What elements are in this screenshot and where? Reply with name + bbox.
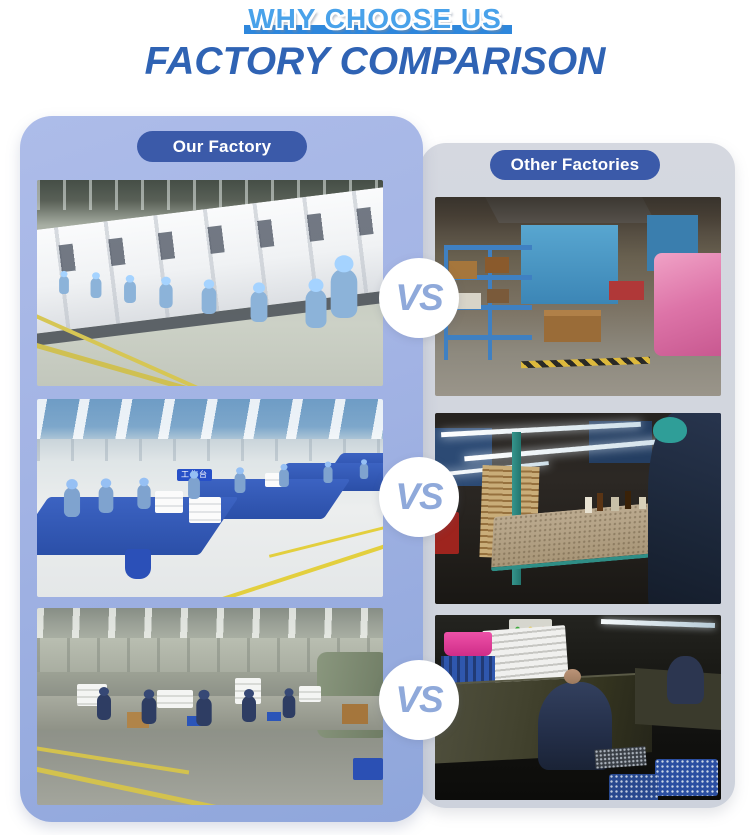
worker-figure bbox=[250, 290, 268, 322]
worker-figure bbox=[90, 277, 102, 298]
worker-figure bbox=[282, 694, 296, 718]
white-stack-shape bbox=[157, 690, 193, 708]
worker-figure bbox=[141, 696, 157, 724]
blue-wall-shape bbox=[520, 224, 619, 305]
worker-figure bbox=[188, 476, 200, 499]
ceiling-lights-shape bbox=[37, 399, 383, 439]
other-factories-badge: Other Factories bbox=[490, 150, 660, 180]
floor-line-shape bbox=[37, 743, 190, 775]
stored-box-shape bbox=[449, 261, 477, 279]
vs-label: VS bbox=[395, 277, 443, 318]
blue-bin-shape bbox=[125, 549, 151, 579]
worker-figure bbox=[97, 694, 111, 720]
stored-box-shape bbox=[487, 289, 509, 303]
fluorescent-tube-shape bbox=[600, 619, 716, 628]
worker-figure bbox=[201, 286, 217, 314]
page-title: FACTORY COMPARISON bbox=[144, 39, 606, 83]
vs-label: VS bbox=[395, 476, 443, 517]
vs-badge: VS bbox=[379, 457, 459, 537]
worker-figure bbox=[137, 484, 151, 509]
blue-bin-shape bbox=[609, 774, 659, 800]
vs-badge: VS bbox=[379, 660, 459, 740]
bottle-shape bbox=[585, 497, 592, 513]
worker-head-shape bbox=[563, 668, 581, 684]
cardboard-box-shape bbox=[342, 704, 368, 724]
blue-bin-shape bbox=[267, 712, 281, 721]
our-factory-photo-2: 工作台 bbox=[37, 399, 383, 597]
worker-figure bbox=[323, 466, 333, 483]
our-factory-badge: Our Factory bbox=[137, 131, 307, 162]
stored-box-shape bbox=[485, 257, 509, 273]
bottle-shape bbox=[639, 497, 646, 509]
white-box-shape bbox=[189, 497, 221, 523]
worker-figure bbox=[196, 697, 212, 726]
our-factory-photo-3 bbox=[37, 608, 383, 805]
other-factory-photo-1 bbox=[435, 197, 721, 396]
other-factory-photo-2 bbox=[435, 413, 721, 604]
eyebrow: WHY CHOOSE US bbox=[244, 3, 512, 35]
ceiling-lights-shape bbox=[37, 608, 383, 638]
worker-figure bbox=[279, 468, 289, 487]
hazard-strip-shape bbox=[520, 356, 650, 369]
worker-figure bbox=[330, 268, 358, 318]
vs-badge: VS bbox=[379, 258, 459, 338]
pink-tub-shape bbox=[443, 631, 493, 656]
blue-bin-shape bbox=[353, 758, 383, 780]
white-stack-shape bbox=[299, 686, 321, 702]
worker-figure bbox=[305, 289, 327, 328]
red-box-shape bbox=[609, 280, 644, 301]
white-box-shape bbox=[155, 491, 183, 513]
blue-bin-shape bbox=[655, 759, 719, 797]
bottle-shape bbox=[597, 493, 603, 511]
eyebrow-underline-bar bbox=[244, 24, 512, 34]
vs-label: VS bbox=[395, 679, 443, 720]
worker-figure bbox=[63, 487, 81, 517]
worker-figure bbox=[98, 485, 114, 513]
floor-line-shape bbox=[209, 537, 383, 597]
worker-figure bbox=[242, 696, 256, 722]
hairnet-cap-shape bbox=[652, 416, 687, 443]
header: WHY CHOOSE US FACTORY COMPARISON bbox=[0, 0, 750, 83]
worker-figure bbox=[234, 472, 246, 493]
bottle-shape bbox=[625, 491, 631, 509]
teal-post-shape bbox=[512, 432, 522, 585]
worker-figure bbox=[59, 275, 69, 294]
worker-figure bbox=[124, 280, 136, 303]
eyebrow-text: WHY CHOOSE US bbox=[248, 3, 502, 34]
worker-figure bbox=[159, 283, 173, 308]
back-wall-shape bbox=[37, 439, 383, 461]
bottle-shape bbox=[611, 497, 619, 511]
crate-stack-shape bbox=[543, 316, 601, 343]
our-factory-photo-1 bbox=[37, 180, 383, 386]
floor-line-shape bbox=[37, 341, 266, 386]
worker-figure bbox=[666, 655, 704, 704]
worker-figure bbox=[647, 413, 721, 604]
metal-parts-tray-shape bbox=[594, 746, 648, 769]
other-factory-photo-3 bbox=[435, 615, 721, 800]
blue-bin-shape bbox=[187, 716, 203, 726]
worker-figure bbox=[359, 463, 369, 479]
pink-wrap-shape bbox=[654, 252, 721, 357]
exhaust-hood-shape bbox=[485, 197, 657, 223]
